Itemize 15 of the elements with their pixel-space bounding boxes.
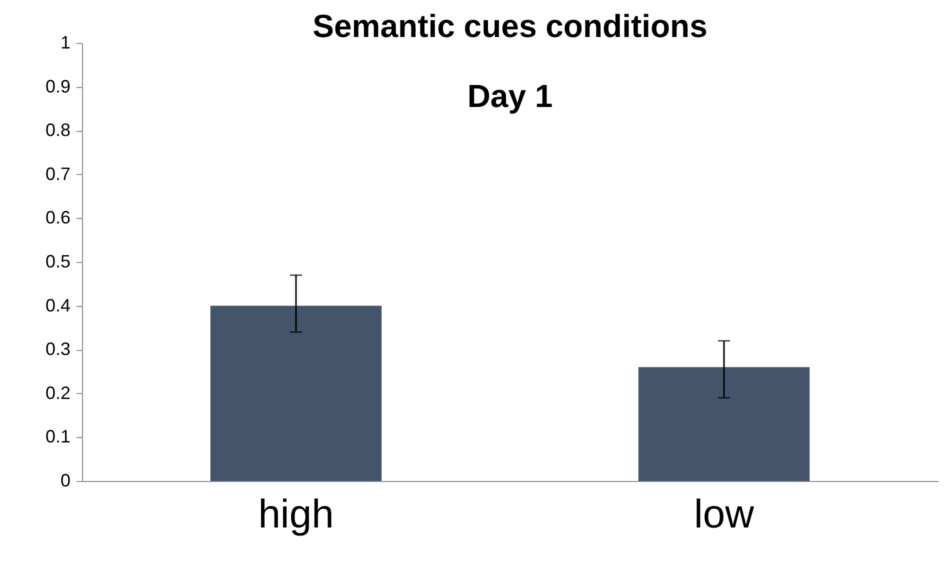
y-tick-label: 0.9 — [45, 76, 70, 96]
y-tick-label: 0.5 — [45, 252, 70, 272]
y-tick-label: 0.2 — [45, 382, 70, 403]
y-tick-label: 0.4 — [45, 295, 70, 316]
y-tick-label: 0.8 — [45, 120, 70, 140]
x-tick-label: high — [258, 492, 334, 536]
x-tick-label: low — [694, 492, 754, 536]
text: Day 1 — [467, 78, 553, 114]
y-tick-label: 0.6 — [45, 208, 70, 228]
y-tick-label: 0 — [60, 470, 70, 490]
y-tick-label: 0.7 — [45, 164, 70, 184]
chart-title: Semantic cues conditions — [312, 8, 708, 44]
y-tick-label: 0.1 — [45, 426, 70, 447]
y-tick-label: 1 — [60, 32, 70, 52]
y-tick-label: 0.3 — [45, 339, 70, 360]
